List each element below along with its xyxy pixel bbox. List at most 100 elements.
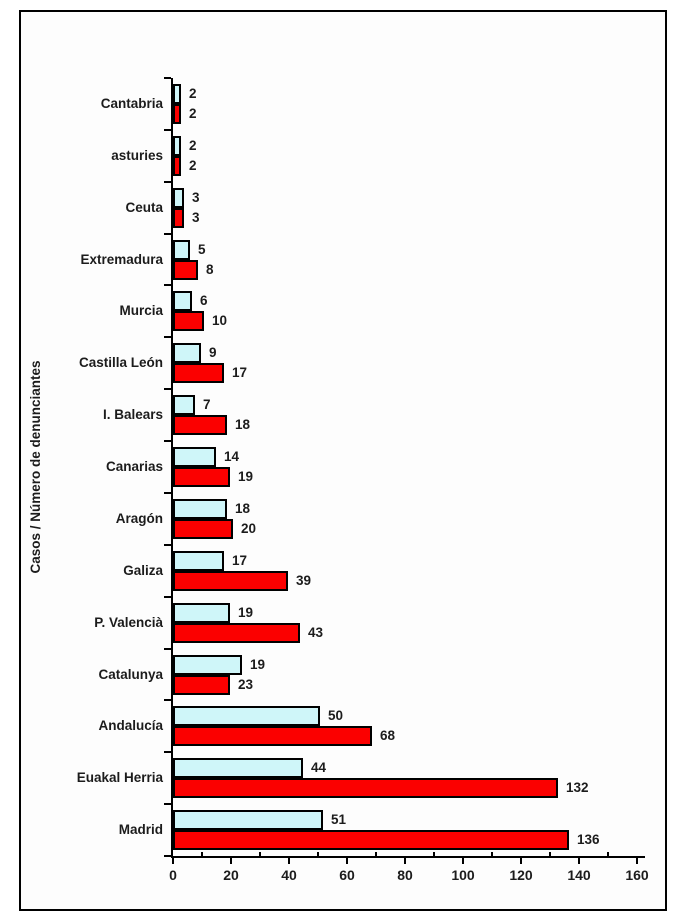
x-tick	[346, 858, 348, 864]
value-label-denunciantes: 18	[235, 417, 251, 432]
value-label-denunciantes: 3	[192, 210, 200, 225]
x-tick-label: 160	[625, 867, 649, 883]
x-tick-label: 140	[567, 867, 591, 883]
category-label: Madrid	[118, 822, 163, 837]
value-label-casos: 44	[311, 760, 327, 775]
value-label-casos: 14	[224, 449, 240, 464]
y-tick	[164, 596, 171, 598]
y-tick	[164, 129, 171, 131]
category-label: Ceuta	[125, 200, 163, 215]
category-label: asturies	[111, 148, 163, 163]
category-label: I. Balears	[102, 407, 163, 422]
x-tick	[462, 858, 464, 864]
y-tick	[164, 181, 171, 183]
value-label-casos: 19	[250, 657, 266, 672]
bar-casos	[173, 499, 227, 519]
x-tick	[288, 858, 290, 864]
bar-denunciantes	[173, 415, 227, 435]
chart-frame	[19, 10, 667, 911]
value-label-denunciantes: 8	[206, 262, 214, 277]
y-tick	[164, 855, 171, 857]
bar-casos	[173, 240, 190, 260]
x-minor-tick	[549, 852, 551, 856]
bar-denunciantes	[173, 830, 569, 850]
bar-casos	[173, 447, 216, 467]
bar-casos	[173, 551, 224, 571]
value-label-denunciantes: 68	[380, 728, 396, 743]
bar-denunciantes	[173, 363, 224, 383]
bar-casos	[173, 136, 181, 156]
bar-casos	[173, 706, 320, 726]
y-tick	[164, 336, 171, 338]
bar-casos	[173, 343, 201, 363]
x-tick-label: 40	[281, 867, 297, 883]
bar-casos	[173, 758, 303, 778]
category-label: Aragón	[115, 511, 163, 526]
value-label-denunciantes: 17	[232, 365, 248, 380]
category-label: Murcia	[119, 303, 163, 318]
value-label-casos: 2	[189, 86, 197, 101]
bar-denunciantes	[173, 726, 372, 746]
x-tick-label: 20	[223, 867, 239, 883]
bar-casos	[173, 655, 242, 675]
value-label-denunciantes: 2	[189, 106, 197, 121]
bar-casos	[173, 84, 181, 104]
y-tick	[164, 492, 171, 494]
x-tick-label: 80	[397, 867, 413, 883]
bar-casos	[173, 603, 230, 623]
x-minor-tick	[491, 852, 493, 856]
value-label-denunciantes: 10	[212, 313, 228, 328]
category-label: Cantabria	[100, 96, 163, 111]
bar-denunciantes	[173, 623, 300, 643]
y-tick	[164, 284, 171, 286]
category-label: Castilla León	[78, 355, 163, 370]
value-label-casos: 18	[235, 501, 251, 516]
y-tick	[164, 803, 171, 805]
x-tick	[230, 858, 232, 864]
x-tick-label: 60	[339, 867, 355, 883]
value-label-casos: 6	[200, 293, 208, 308]
x-tick	[636, 858, 638, 864]
category-label: P. Valencià	[94, 615, 163, 630]
x-tick-label: 0	[169, 867, 177, 883]
y-tick	[164, 544, 171, 546]
x-minor-tick	[433, 852, 435, 856]
y-axis-line	[171, 78, 173, 858]
bar-denunciantes	[173, 675, 230, 695]
bar-denunciantes	[173, 311, 204, 331]
bar-denunciantes	[173, 208, 184, 228]
y-tick	[164, 648, 171, 650]
x-axis-line	[171, 856, 645, 858]
x-tick	[578, 858, 580, 864]
value-label-casos: 19	[238, 605, 254, 620]
bar-casos	[173, 291, 192, 311]
y-tick	[164, 77, 171, 79]
x-tick	[172, 858, 174, 864]
bar-denunciantes	[173, 467, 230, 487]
value-label-denunciantes: 19	[238, 469, 254, 484]
bar-casos	[173, 395, 195, 415]
value-label-casos: 7	[203, 397, 211, 412]
value-label-denunciantes: 132	[566, 780, 589, 795]
value-label-casos: 5	[198, 242, 206, 257]
value-label-casos: 2	[189, 138, 197, 153]
bar-denunciantes	[173, 104, 181, 124]
y-tick	[164, 440, 171, 442]
category-label: Andalucía	[98, 718, 163, 733]
value-label-denunciantes: 39	[296, 573, 312, 588]
value-label-denunciantes: 43	[308, 625, 324, 640]
bar-denunciantes	[173, 519, 233, 539]
category-label: Canarias	[105, 459, 163, 474]
x-minor-tick	[375, 852, 377, 856]
x-minor-tick	[259, 852, 261, 856]
x-tick-label: 120	[509, 867, 533, 883]
x-tick	[404, 858, 406, 864]
category-label: Extremadura	[80, 252, 163, 267]
category-label: Euakal Herria	[76, 770, 163, 785]
value-label-denunciantes: 2	[189, 158, 197, 173]
bar-casos	[173, 810, 323, 830]
value-label-casos: 17	[232, 553, 248, 568]
value-label-casos: 3	[192, 190, 200, 205]
bar-denunciantes	[173, 571, 288, 591]
